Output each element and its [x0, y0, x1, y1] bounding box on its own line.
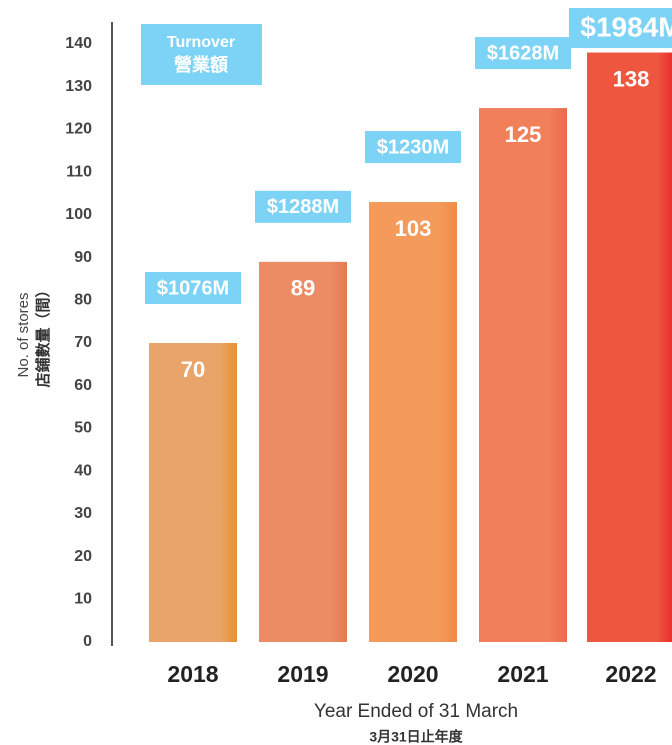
y-tick-label: 40 [74, 462, 92, 479]
y-tick-label: 30 [74, 505, 92, 522]
turnover-box [475, 37, 571, 70]
bar [479, 108, 567, 643]
value-label: 103 [395, 216, 432, 241]
value-label: 70 [181, 357, 205, 382]
x-axis-label: Year Ended of 31 March [314, 701, 518, 722]
turnover-box [569, 8, 672, 48]
x-tick-label: 2019 [277, 661, 328, 687]
y-tick-label: 120 [65, 121, 92, 138]
turnover-label: $1230M [377, 136, 449, 158]
y-axis-label: No. of stores [15, 292, 32, 377]
y-tick-label: 90 [74, 249, 92, 266]
turnover-label: $1076M [157, 277, 229, 299]
value-label: 138 [613, 66, 650, 91]
value-label: 89 [291, 276, 315, 301]
y-tick-label: 10 [74, 591, 92, 608]
y-axis-label-zh: 店鋪數量（間） [34, 282, 52, 387]
y-tick-label: 70 [74, 334, 92, 351]
y-tick-label: 100 [65, 206, 92, 223]
turnover-label: $1628M [487, 42, 559, 64]
bar [369, 202, 457, 643]
x-axis-label-zh: 3月31日止年度 [369, 729, 463, 745]
y-tick-label: 0 [83, 633, 92, 650]
turnover-label: $1288M [267, 196, 339, 218]
legend-label-zh: 營業額 [174, 54, 228, 75]
turnover-label: $1984M [580, 11, 672, 42]
x-tick-label: 2018 [167, 661, 218, 687]
turnover-box [365, 131, 461, 164]
bar [259, 261, 347, 642]
bar [587, 52, 672, 643]
turnover-box [145, 272, 241, 304]
x-tick-label: 2021 [497, 661, 548, 687]
x-tick-label: 2022 [605, 661, 656, 687]
y-tick-label: 50 [74, 420, 92, 437]
y-tick-label: 130 [65, 78, 92, 95]
x-tick-label: 2020 [387, 661, 438, 687]
legend-box [141, 24, 262, 85]
y-tick-label: 110 [66, 163, 92, 180]
y-tick-label: 80 [74, 292, 92, 309]
value-label: 125 [505, 122, 542, 147]
y-tick-label: 20 [74, 548, 92, 565]
y-tick-label: 60 [74, 377, 92, 394]
legend-label: Turnover [167, 34, 235, 51]
y-tick-label: 140 [65, 35, 92, 52]
legend: Turnover 營業額 [141, 24, 262, 85]
turnover-box [255, 190, 351, 223]
bar [149, 343, 237, 642]
